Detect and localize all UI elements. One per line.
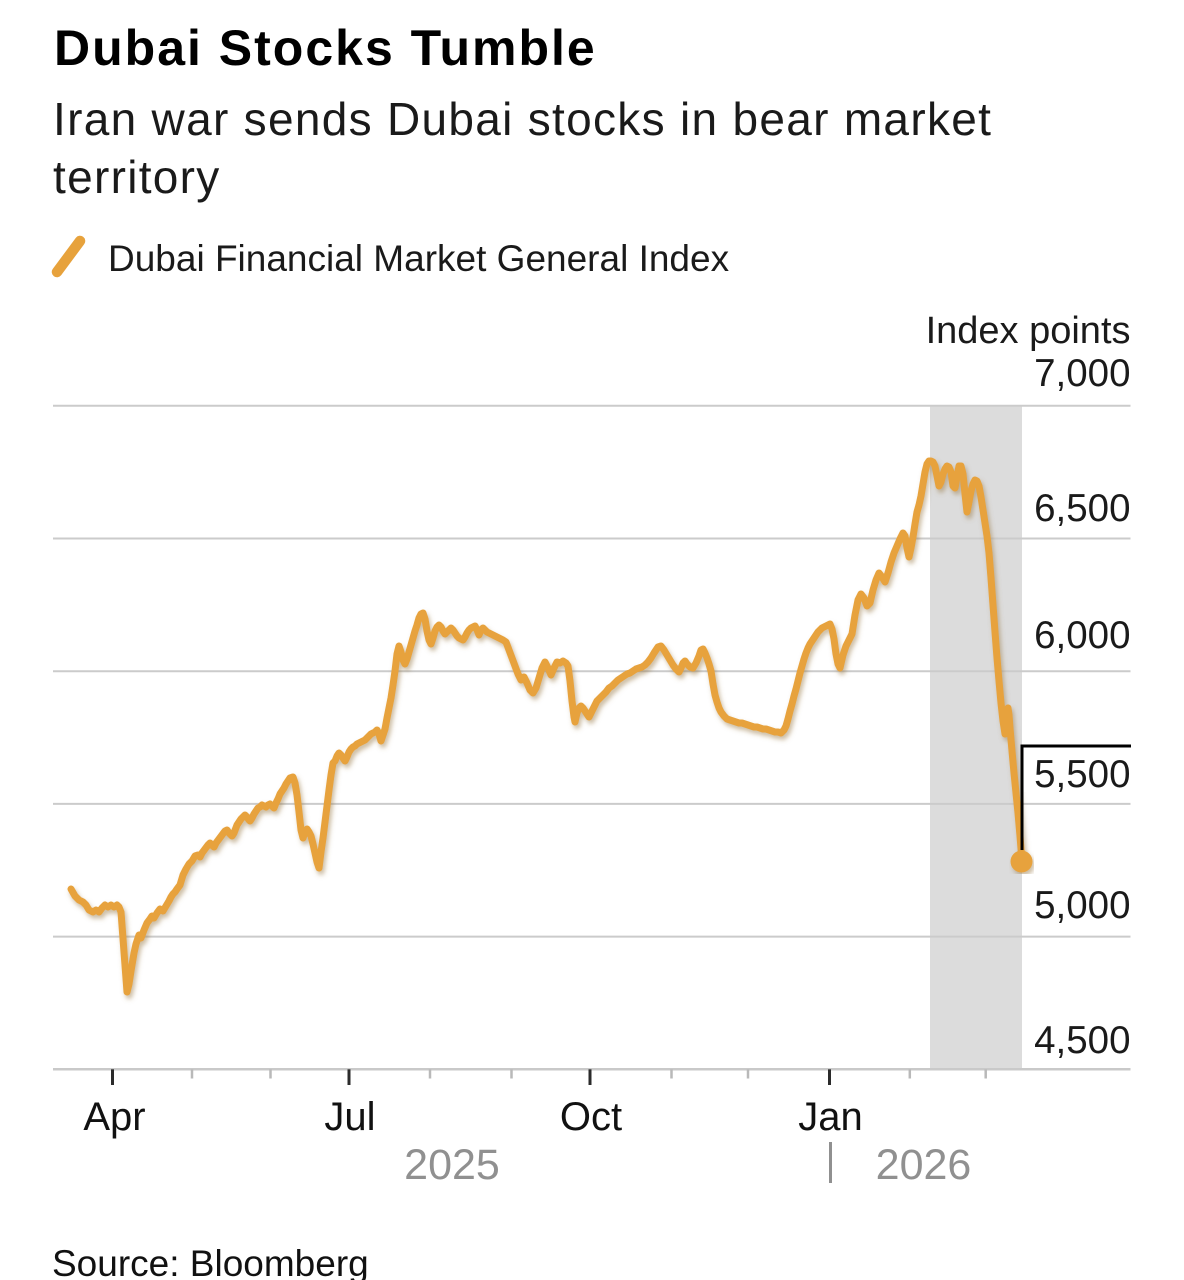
svg-text:Oct: Oct xyxy=(560,1095,622,1139)
svg-text:territory: territory xyxy=(53,151,221,203)
svg-text:5,000: 5,000 xyxy=(1034,884,1130,927)
svg-text:2026: 2026 xyxy=(876,1141,972,1189)
svg-text:Apr: Apr xyxy=(83,1095,145,1139)
svg-text:2025: 2025 xyxy=(404,1141,500,1189)
svg-text:Source: Bloomberg: Source: Bloomberg xyxy=(52,1243,369,1280)
svg-text:6,000: 6,000 xyxy=(1034,614,1130,657)
svg-text:Index points: Index points xyxy=(926,310,1131,352)
svg-text:Jan: Jan xyxy=(798,1095,863,1139)
svg-text:Iran war sends Dubai stocks in: Iran war sends Dubai stocks in bear mark… xyxy=(53,93,992,145)
svg-text:Dubai Stocks Tumble: Dubai Stocks Tumble xyxy=(54,20,597,76)
svg-text:7,000: 7,000 xyxy=(1034,352,1130,395)
svg-text:5,500: 5,500 xyxy=(1034,753,1130,796)
svg-text:6,500: 6,500 xyxy=(1034,487,1130,530)
svg-text:Jul: Jul xyxy=(324,1095,375,1139)
svg-text:Dubai Financial Market General: Dubai Financial Market General Index xyxy=(108,238,730,279)
svg-text:4,500: 4,500 xyxy=(1034,1019,1130,1062)
